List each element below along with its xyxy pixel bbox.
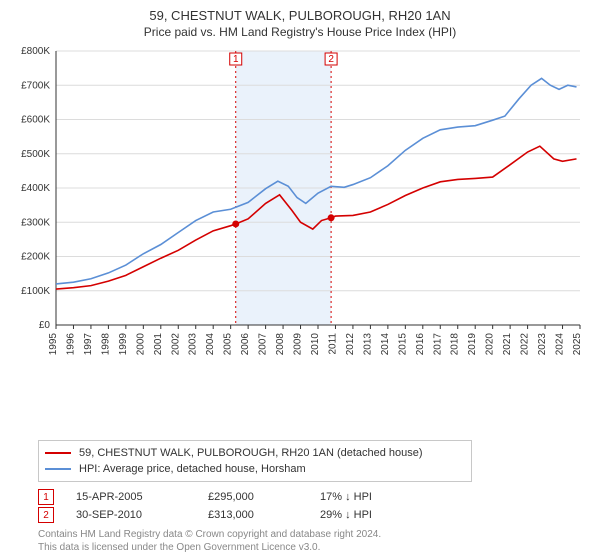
legend-row: HPI: Average price, detached house, Hors… [45,461,465,477]
svg-text:£800K: £800K [21,46,50,57]
transactions-table: 1 15-APR-2005 £295,000 17% ↓ HPI 2 30-SE… [38,488,590,524]
transaction-date: 30-SEP-2010 [76,509,186,521]
transaction-row: 2 30-SEP-2010 £313,000 29% ↓ HPI [38,506,590,524]
footnote: Contains HM Land Registry data © Crown c… [38,528,590,554]
svg-text:1: 1 [233,54,239,65]
svg-text:2014: 2014 [380,333,391,356]
legend-swatch [45,452,71,454]
svg-text:2013: 2013 [362,333,373,356]
chart-subtitle: Price paid vs. HM Land Registry's House … [10,25,590,39]
transaction-marker-box: 2 [38,507,54,523]
transaction-date: 15-APR-2005 [76,491,186,503]
footnote-line: Contains HM Land Registry data © Crown c… [38,528,590,541]
svg-text:2002: 2002 [170,333,181,356]
svg-text:£700K: £700K [21,80,50,91]
svg-text:1999: 1999 [118,333,129,356]
svg-text:£200K: £200K [21,252,50,263]
transaction-hpi-delta: 29% ↓ HPI [320,509,410,521]
legend-row: 59, CHESTNUT WALK, PULBOROUGH, RH20 1AN … [45,445,465,461]
legend-label: HPI: Average price, detached house, Hors… [79,461,306,477]
svg-text:2007: 2007 [258,333,269,356]
transaction-row: 1 15-APR-2005 £295,000 17% ↓ HPI [38,488,590,506]
chart-svg: £0 £100K £200K £300K £400K £500K £600K £700K £80… [10,45,590,365]
svg-text:1995: 1995 [48,333,59,356]
svg-text:2000: 2000 [135,333,146,356]
svg-text:2024: 2024 [555,333,566,356]
svg-text:1997: 1997 [83,333,94,356]
transaction-price: £295,000 [208,491,298,503]
svg-text:2017: 2017 [432,333,443,356]
svg-text:2003: 2003 [188,333,199,356]
svg-text:1998: 1998 [100,333,111,356]
svg-text:2018: 2018 [450,333,461,356]
svg-text:2006: 2006 [240,333,251,356]
svg-text:1996: 1996 [65,333,76,356]
svg-text:£500K: £500K [21,149,50,160]
svg-text:2005: 2005 [223,333,234,356]
svg-text:2016: 2016 [415,333,426,356]
svg-text:£100K: £100K [21,286,50,297]
transaction-hpi-delta: 17% ↓ HPI [320,491,410,503]
transaction-marker-box: 1 [38,489,54,505]
svg-text:2011: 2011 [327,333,338,355]
footnote-line: This data is licensed under the Open Gov… [38,541,590,554]
svg-text:2021: 2021 [502,333,513,356]
chart-title: 59, CHESTNUT WALK, PULBOROUGH, RH20 1AN [10,8,590,23]
legend: 59, CHESTNUT WALK, PULBOROUGH, RH20 1AN … [38,440,472,482]
svg-text:2023: 2023 [537,333,548,356]
svg-text:£0: £0 [39,320,51,331]
svg-text:£400K: £400K [21,183,50,194]
svg-text:2020: 2020 [485,333,496,356]
svg-text:2010: 2010 [310,333,321,356]
svg-text:2012: 2012 [345,333,356,356]
svg-text:£300K: £300K [21,217,50,228]
svg-text:2004: 2004 [205,333,216,356]
svg-text:2025: 2025 [572,333,583,356]
legend-label: 59, CHESTNUT WALK, PULBOROUGH, RH20 1AN … [79,445,423,461]
svg-text:2022: 2022 [520,333,531,356]
svg-text:2: 2 [328,54,334,65]
line-chart: £0 £100K £200K £300K £400K £500K £600K £700K £80… [10,45,590,434]
svg-text:2009: 2009 [293,333,304,356]
svg-text:£600K: £600K [21,115,50,126]
svg-text:2015: 2015 [397,333,408,356]
transaction-price: £313,000 [208,509,298,521]
chart-titles: 59, CHESTNUT WALK, PULBOROUGH, RH20 1AN … [10,8,590,39]
svg-text:2008: 2008 [275,333,286,356]
svg-text:2019: 2019 [467,333,478,356]
svg-text:2001: 2001 [153,333,164,356]
legend-swatch [45,468,71,470]
